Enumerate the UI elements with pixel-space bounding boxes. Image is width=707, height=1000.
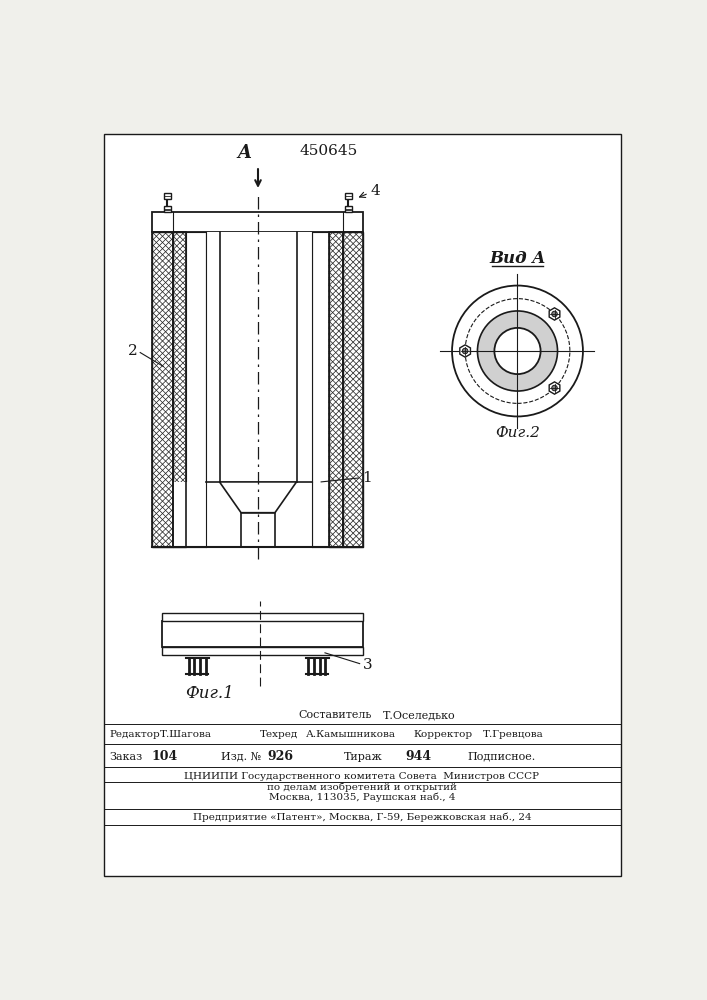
Circle shape <box>551 311 557 317</box>
Bar <box>187 232 206 547</box>
Bar <box>152 232 173 547</box>
Text: Техред: Техред <box>259 730 298 739</box>
Text: Вид A: Вид A <box>489 250 546 267</box>
Circle shape <box>477 311 558 391</box>
Bar <box>164 206 171 212</box>
Text: 3: 3 <box>363 658 372 672</box>
Bar <box>173 232 187 547</box>
Bar <box>275 482 312 547</box>
Bar <box>173 482 206 547</box>
Text: Фиг.2: Фиг.2 <box>495 426 540 440</box>
Bar <box>329 232 343 547</box>
Bar <box>162 647 363 655</box>
Text: А.Камышникова: А.Камышникова <box>305 730 396 739</box>
Circle shape <box>452 286 583 416</box>
Text: Подписное.: Подписное. <box>467 752 536 762</box>
Text: 2: 2 <box>128 344 137 358</box>
Text: Редактор: Редактор <box>110 730 160 739</box>
Bar <box>329 232 343 547</box>
Bar <box>206 232 219 482</box>
Text: Предприятие «Патент», Москва, Г-59, Бережковская наб., 24: Предприятие «Патент», Москва, Г-59, Бере… <box>192 812 531 822</box>
Bar <box>343 232 363 547</box>
Text: Изд. №: Изд. № <box>221 752 261 762</box>
Text: Тираж: Тираж <box>344 752 383 762</box>
Polygon shape <box>219 482 296 513</box>
Bar <box>152 232 173 547</box>
Text: 104: 104 <box>152 750 178 763</box>
Bar <box>343 232 363 547</box>
Circle shape <box>462 348 468 354</box>
Text: по делам изобретений и открытий: по делам изобретений и открытий <box>267 783 457 792</box>
Circle shape <box>494 328 541 374</box>
Bar <box>162 613 363 620</box>
Circle shape <box>551 385 557 391</box>
Text: Корректор: Корректор <box>414 730 473 739</box>
Bar <box>345 206 352 212</box>
Bar <box>312 232 329 547</box>
Polygon shape <box>549 382 560 394</box>
Polygon shape <box>549 308 560 320</box>
Bar <box>162 620 363 647</box>
Text: Москва, 113035, Раушская наб., 4: Москва, 113035, Раушская наб., 4 <box>269 793 455 802</box>
Text: Составитель: Составитель <box>298 710 371 720</box>
Text: 4: 4 <box>370 184 380 198</box>
Text: 944: 944 <box>406 750 432 763</box>
Text: 450645: 450645 <box>300 144 358 158</box>
Text: A: A <box>237 144 251 162</box>
Text: Фиг.1: Фиг.1 <box>185 685 234 702</box>
Text: Т.Гревцова: Т.Гревцова <box>483 730 544 739</box>
Text: Т.Шагова: Т.Шагова <box>160 730 211 739</box>
Polygon shape <box>460 345 470 357</box>
Bar <box>164 193 171 199</box>
Bar <box>173 232 187 547</box>
Bar <box>206 482 241 547</box>
Bar <box>345 193 352 199</box>
Text: Т.Оселедько: Т.Оселедько <box>382 710 455 720</box>
Bar <box>241 513 275 547</box>
Bar <box>219 232 296 482</box>
Bar <box>296 232 312 482</box>
Text: 1: 1 <box>363 471 372 485</box>
Bar <box>152 212 363 232</box>
Text: 926: 926 <box>267 750 293 763</box>
Text: ЦНИИПИ Государственного комитета Совета  Министров СССР: ЦНИИПИ Государственного комитета Совета … <box>185 772 539 781</box>
Text: Заказ: Заказ <box>110 752 143 762</box>
